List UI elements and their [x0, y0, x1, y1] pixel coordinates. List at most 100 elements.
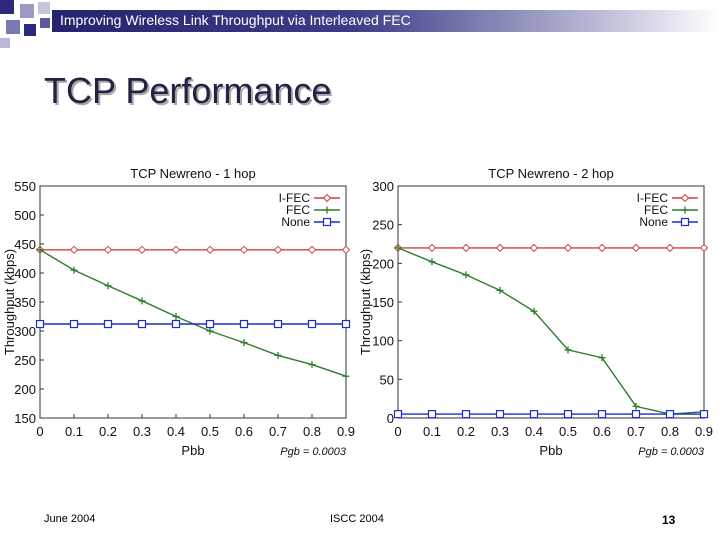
chart1-y-tick-label: 400	[14, 266, 36, 281]
chart1-data-point-fec	[70, 266, 78, 274]
chart1-x-tick-label: 0.7	[269, 424, 287, 439]
chart2-legend-label: None	[639, 215, 668, 229]
chart2-x-axis-label: Pbb	[539, 443, 562, 458]
chart2-legend-marker	[680, 193, 690, 203]
chart2-data-point-none	[699, 410, 709, 419]
chart2-data-point-fec	[496, 286, 504, 294]
chart1-series-line-fec	[39, 249, 347, 377]
chart2-x-tick-label: 0.6	[593, 424, 611, 439]
chart1-data-point-i-fec	[341, 245, 351, 255]
decorative-square	[0, 0, 14, 14]
chart2-legend-label: I-FEC	[637, 191, 669, 205]
chart1-y-axis-label: Throughput (kbps)	[2, 249, 17, 355]
chart1-data-point-none	[307, 319, 317, 329]
chart1-data-point-fec	[342, 372, 350, 380]
chart2-data-point-none	[529, 410, 539, 419]
chart1-legend-marker	[322, 217, 332, 227]
chart2-y-tick-label: 200	[372, 256, 394, 271]
chart1-x-tick-label: 0.4	[167, 424, 185, 439]
chart2-annotation: Pgb = 0.0003	[638, 446, 705, 458]
slide-title: TCP Performance	[44, 70, 332, 111]
chart2-legend-label: FEC	[644, 203, 668, 217]
chart2-data-point-fec	[632, 402, 640, 410]
chart1-y-tick-label: 250	[14, 353, 36, 368]
chart1-data-point-i-fec	[69, 245, 79, 255]
chart2-data-point-i-fec	[597, 243, 607, 253]
chart2-x-tick-label: 0.1	[423, 424, 441, 439]
chart2-title: TCP Newreno - 2 hop	[488, 166, 614, 181]
chart1-x-tick-label: 0	[36, 424, 43, 439]
chart2-data-point-none	[597, 410, 607, 419]
chart2-data-point-fec	[530, 307, 538, 315]
page-number: 13	[662, 513, 676, 527]
chart2-data-point-none	[427, 410, 437, 419]
chart1-data-point-fec	[138, 297, 146, 305]
chart2-x-tick-label: 0.8	[661, 424, 679, 439]
chart1-data-point-none	[205, 319, 215, 329]
chart1-data-point-none	[171, 319, 181, 329]
chart1-legend-marker	[322, 193, 332, 203]
chart2-y-tick-label: 100	[372, 334, 394, 349]
chart1-data-point-fec	[308, 361, 316, 369]
chart2-data-point-i-fec	[699, 243, 709, 253]
chart2-y-tick-label: 300	[372, 179, 394, 194]
chart1-annotation: Pgb = 0.0003	[280, 446, 347, 458]
chart1-data-point-i-fec	[137, 245, 147, 255]
chart1-data-point-none	[239, 319, 249, 329]
decorative-square	[38, 2, 50, 14]
chart2-data-point-none	[461, 410, 471, 419]
footer-conference: ISCC 2004	[330, 513, 384, 525]
chart1-y-tick-label: 550	[14, 179, 36, 194]
chart1-y-tick-label: 350	[14, 295, 36, 310]
decorative-square	[20, 4, 34, 18]
chart2-data-point-none	[495, 410, 505, 419]
chart1-y-tick-label: 300	[14, 324, 36, 339]
chart1-data-point-none	[137, 319, 147, 329]
chart2-y-tick-label: 0	[387, 411, 394, 426]
chart2-data-point-i-fec	[631, 243, 641, 253]
chart2-data-point-i-fec	[563, 243, 573, 253]
chart1-data-point-i-fec	[205, 245, 215, 255]
decorative-square	[0, 38, 10, 48]
chart2-data-point-i-fec	[529, 243, 539, 253]
chart1-data-point-fec	[206, 327, 214, 335]
decorative-square	[40, 18, 50, 28]
chart2-data-point-i-fec	[665, 243, 675, 253]
chart1-data-point-none	[69, 319, 79, 329]
chart1-title: TCP Newreno - 1 hop	[130, 166, 256, 181]
chart2-data-point-none	[665, 410, 675, 419]
chart2-x-tick-label: 0.7	[627, 424, 645, 439]
chart1-y-tick-label: 200	[14, 382, 36, 397]
header-text: Improving Wireless Link Throughput via I…	[60, 12, 411, 28]
chart1-x-tick-label: 0.5	[201, 424, 219, 439]
chart1-x-tick-label: 0.3	[133, 424, 151, 439]
chart1-data-point-none	[35, 319, 45, 329]
chart1-legend-label: I-FEC	[279, 191, 311, 205]
chart2-data-point-fec	[564, 346, 572, 354]
chart1-y-tick-label: 500	[14, 208, 36, 223]
chart1-data-point-i-fec	[307, 245, 317, 255]
chart1-y-tick-label: 450	[14, 237, 36, 252]
chart1-data-point-fec	[240, 339, 248, 347]
chart1-y-tick-label: 150	[14, 411, 36, 426]
chart2-y-axis-label: Throughput (kbps)	[358, 249, 373, 355]
chart1-x-tick-label: 0.2	[99, 424, 117, 439]
decorative-square	[6, 20, 20, 34]
chart1-data-point-fec	[274, 351, 282, 359]
chart1-x-axis-label: Pbb	[181, 443, 204, 458]
chart1-data-point-i-fec	[171, 245, 181, 255]
chart2-x-tick-label: 0.9	[695, 424, 713, 439]
chart2-data-point-fec	[394, 244, 402, 252]
chart2-legend-marker	[680, 217, 690, 227]
chart1-x-tick-label: 0.6	[235, 424, 253, 439]
chart2-data-point-none	[393, 410, 403, 419]
chart2-data-point-fec	[598, 354, 606, 362]
chart2-x-tick-label: 0.3	[491, 424, 509, 439]
chart1-data-point-i-fec	[239, 245, 249, 255]
chart1-data-point-i-fec	[103, 245, 113, 255]
chart2-data-point-none	[631, 410, 641, 419]
chart2-y-tick-label: 50	[380, 372, 394, 387]
chart1-data-point-fec	[104, 282, 112, 290]
chart2-data-point-none	[563, 410, 573, 419]
